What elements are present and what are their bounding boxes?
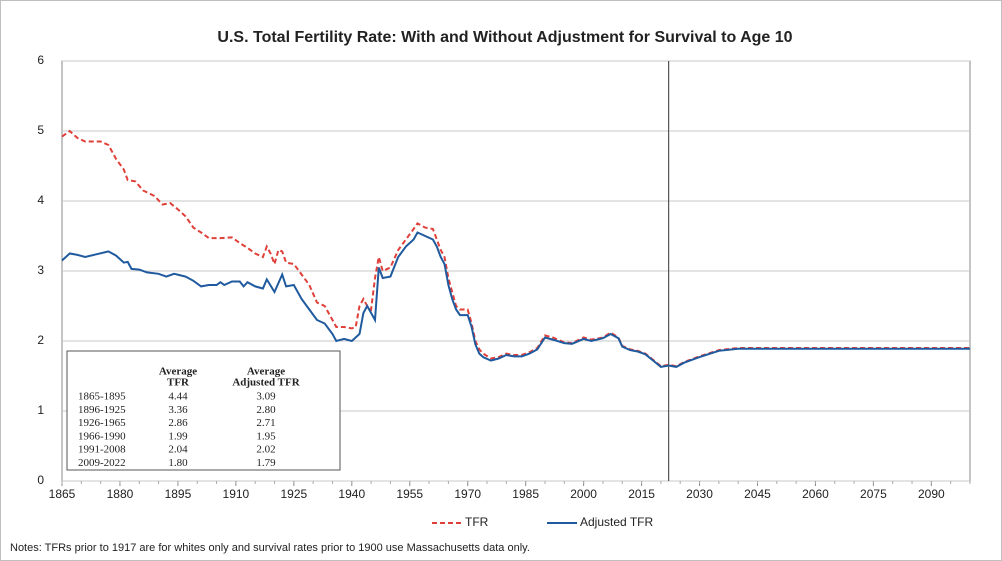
x-tick-label: 1985 <box>512 487 539 501</box>
x-tick-label: 2075 <box>860 487 887 501</box>
x-tick-label: 1955 <box>396 487 423 501</box>
note: Notes: TFRs prior to 1917 are for whites… <box>10 542 530 554</box>
series-line <box>61 129 970 368</box>
y-tick-label: 1 <box>37 403 44 417</box>
x-tick-label: 1970 <box>454 487 481 501</box>
x-tick-label: 2060 <box>802 487 829 501</box>
table-cell: 1896-1925 <box>78 404 126 416</box>
x-tick-label: 2090 <box>918 487 945 501</box>
stats-table <box>66 350 341 471</box>
table-cell: 3.09 <box>256 391 276 403</box>
x-tick-label: 1910 <box>223 487 250 501</box>
table-cell: 1.80 <box>168 457 188 469</box>
table-header: TFR <box>167 377 190 389</box>
table-cell: 2.04 <box>168 444 188 456</box>
y-tick-label: 6 <box>37 53 44 67</box>
x-tick-label: 2000 <box>570 487 597 501</box>
legend-label: TFR <box>465 515 489 529</box>
table-cell: 4.44 <box>168 391 188 403</box>
x-tick-label: 1925 <box>280 487 307 501</box>
table-cell: 1991-2008 <box>78 444 126 456</box>
table-cell: 1.99 <box>168 430 188 442</box>
x-tick-label: 1895 <box>165 487 192 501</box>
table-cell: 2.86 <box>168 417 188 429</box>
table-header: Average <box>159 366 197 378</box>
series-line <box>61 231 970 368</box>
x-tick-label: 1880 <box>107 487 134 501</box>
x-tick-label: 1940 <box>338 487 365 501</box>
table-cell: 2.80 <box>256 404 276 416</box>
x-tick-label: 1865 <box>49 487 76 501</box>
table-cell: 1926-1965 <box>78 417 126 429</box>
x-tick-label: 2015 <box>628 487 655 501</box>
table-cell: 1865-1895 <box>78 391 126 403</box>
legend-label: Adjusted TFR <box>580 515 653 529</box>
y-tick-label: 3 <box>37 263 44 277</box>
y-tick-label: 4 <box>37 193 44 207</box>
chart-title: U.S. Total Fertility Rate: With and With… <box>217 29 792 46</box>
y-tick-label: 2 <box>37 333 44 347</box>
y-tick-label: 5 <box>37 123 44 137</box>
table-cell: 2009-2022 <box>78 457 126 469</box>
table-cell: 2.02 <box>256 444 275 456</box>
table-cell: 3.36 <box>168 404 188 416</box>
table-cell: 2.71 <box>256 417 275 429</box>
table-cell: 1966-1990 <box>78 430 126 442</box>
y-tick-label: 0 <box>37 473 44 487</box>
x-tick-label: 2030 <box>686 487 713 501</box>
table-cell: 1.79 <box>256 457 276 469</box>
table-header: Adjusted TFR <box>232 377 300 389</box>
x-tick-label: 2045 <box>744 487 771 501</box>
table-header: Average <box>247 366 285 378</box>
table-cell: 1.95 <box>256 430 276 442</box>
